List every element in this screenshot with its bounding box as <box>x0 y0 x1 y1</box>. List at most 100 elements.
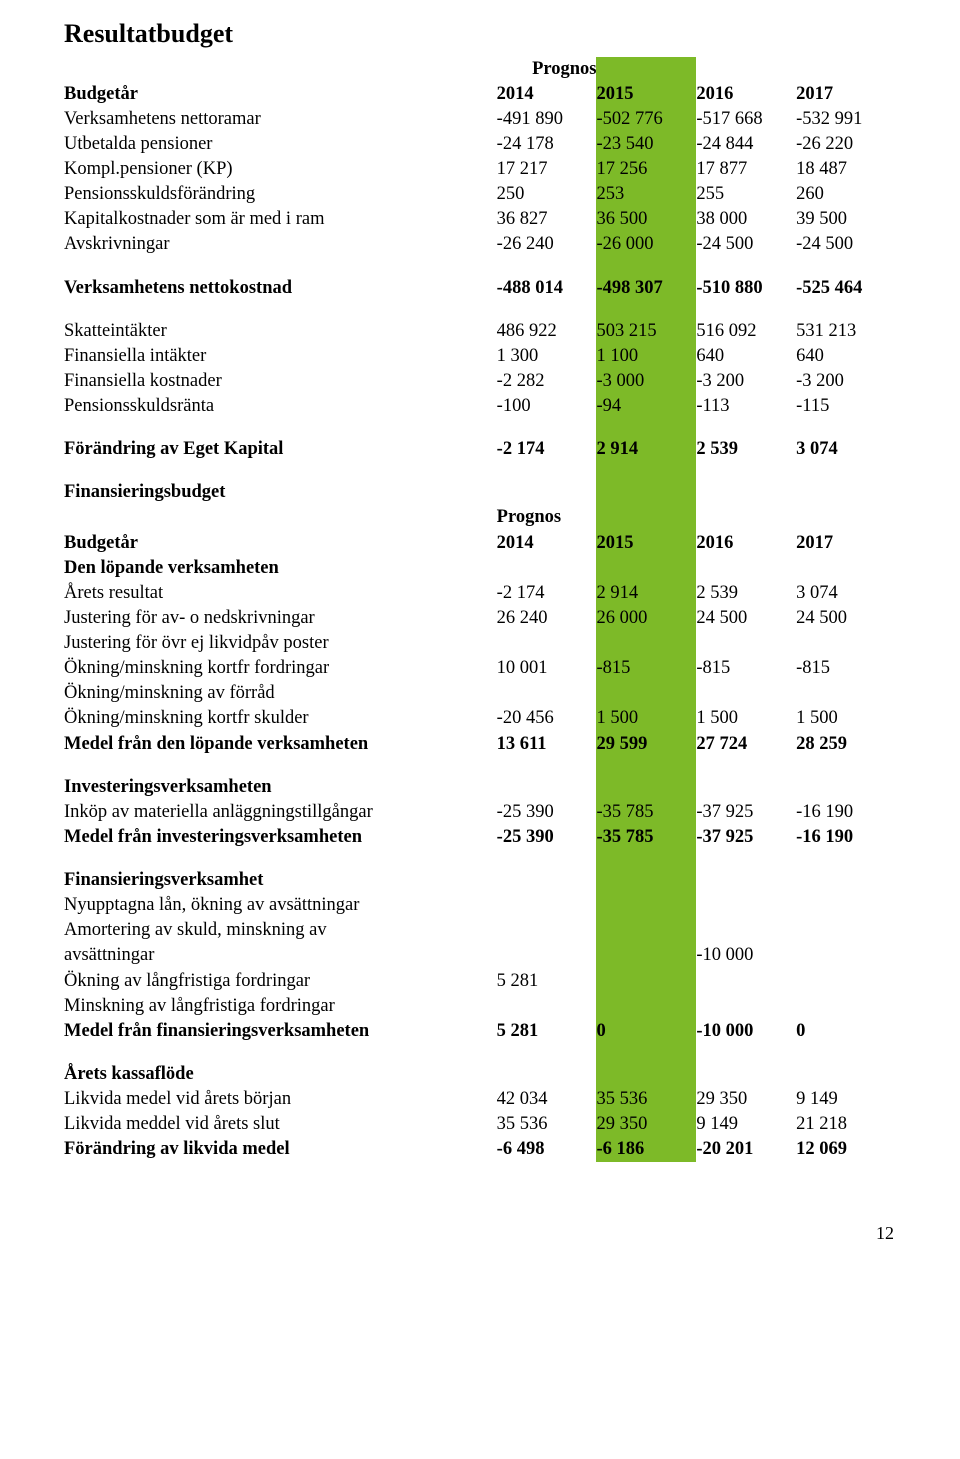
cell: 0 <box>596 1019 696 1044</box>
section-title: Finansieringsbudget <box>64 480 497 505</box>
sec2-title: Investeringsverksamheten <box>64 775 896 800</box>
cell <box>497 893 597 918</box>
row-label: Amortering av skuld, minskning av <box>64 918 497 943</box>
row-label: Minskning av långfristiga fordringar <box>64 994 497 1019</box>
cell: -502 776 <box>596 107 696 132</box>
cell: 36 827 <box>497 207 597 232</box>
cell: -10 000 <box>696 1019 796 1044</box>
table-row: Ökning/minskning kortfr fordringar 10 00… <box>64 656 896 681</box>
prognos-label: Prognos <box>497 505 597 530</box>
row-label: Avskrivningar <box>64 232 497 257</box>
cell: 2 539 <box>696 581 796 606</box>
cell: -20 456 <box>497 706 597 731</box>
row-label: Medel från investeringsverksamheten <box>64 825 497 850</box>
year-2016: 2016 <box>696 531 796 556</box>
cell: 10 001 <box>497 656 597 681</box>
cell: 640 <box>696 344 796 369</box>
cell: -815 <box>696 656 796 681</box>
row-label: Finansieringsverksamhet <box>64 868 497 893</box>
cell: -510 880 <box>696 276 796 301</box>
cell: -517 668 <box>696 107 796 132</box>
cell: -37 925 <box>696 825 796 850</box>
cell: 17 217 <box>497 157 597 182</box>
cell: 503 215 <box>596 319 696 344</box>
year-2015: 2015 <box>596 531 696 556</box>
cell: 253 <box>596 182 696 207</box>
year-2017: 2017 <box>796 82 896 107</box>
row-label: Kapitalkostnader som är med i ram <box>64 207 497 232</box>
forandring-row: Förändring av Eget Kapital -2 174 2 914 … <box>64 437 896 462</box>
cell: -3 200 <box>796 369 896 394</box>
cell: -2 174 <box>497 437 597 462</box>
cell: 640 <box>796 344 896 369</box>
row-label: Likvida medel vid årets början <box>64 1087 497 1112</box>
table-row: avsättningar -10 000 <box>64 943 896 968</box>
cell: 27 724 <box>696 732 796 757</box>
table-row: Avskrivningar -26 240 -26 000 -24 500 -2… <box>64 232 896 257</box>
cell: -2 282 <box>497 369 597 394</box>
row-label: Justering för övr ej likvidpåv poster <box>64 631 497 656</box>
cell: 35 536 <box>596 1087 696 1112</box>
cell: -25 390 <box>497 825 597 850</box>
cell: 2 914 <box>596 437 696 462</box>
years-row: Budgetår 2014 2015 2016 2017 <box>64 82 896 107</box>
cell: 2 914 <box>596 581 696 606</box>
table-row: Kompl.pensioner (KP) 17 217 17 256 17 87… <box>64 157 896 182</box>
table-row: Ökning/minskning kortfr skulder -20 456 … <box>64 706 896 731</box>
table-row: Justering för av- o nedskrivningar 26 24… <box>64 606 896 631</box>
cell: 5 281 <box>497 1019 597 1044</box>
row-label: Skatteintäkter <box>64 319 497 344</box>
table-row: Finansiella kostnader -2 282 -3 000 -3 2… <box>64 369 896 394</box>
cell: -10 000 <box>696 943 796 968</box>
cell: 38 000 <box>696 207 796 232</box>
cell: 250 <box>497 182 597 207</box>
year-2014: 2014 <box>497 82 597 107</box>
cell <box>696 969 796 994</box>
cell: 24 500 <box>696 606 796 631</box>
cell: 29 599 <box>596 732 696 757</box>
year-2014: 2014 <box>497 531 597 556</box>
cell: -26 000 <box>596 232 696 257</box>
year-2016: 2016 <box>696 82 796 107</box>
cell: 24 500 <box>796 606 896 631</box>
years-row-2: Budgetår 2014 2015 2016 2017 <box>64 531 896 556</box>
page-title: Resultatbudget <box>64 18 896 51</box>
cell <box>596 681 696 706</box>
cell: 260 <box>796 182 896 207</box>
row-label: Inköp av materiella anläggningstillgånga… <box>64 800 497 825</box>
row-label: Ökning/minskning kortfr skulder <box>64 706 497 731</box>
cell: 17 256 <box>596 157 696 182</box>
row-label: Verksamhetens nettokostnad <box>64 276 497 301</box>
row-label: Årets resultat <box>64 581 497 606</box>
row-label: Pensionsskuldsförändring <box>64 182 497 207</box>
cell: -20 201 <box>696 1137 796 1162</box>
cell: -3 000 <box>596 369 696 394</box>
cell <box>796 681 896 706</box>
sec3-title: Finansieringsverksamhet <box>64 868 896 893</box>
cell: 486 922 <box>497 319 597 344</box>
row-label: Medel från finansieringsverksamheten <box>64 1019 497 1044</box>
nettokostnad-row: Verksamhetens nettokostnad -488 014 -498… <box>64 276 896 301</box>
row-label: Medel från den löpande verksamheten <box>64 732 497 757</box>
row-label: Investeringsverksamheten <box>64 775 497 800</box>
table-row: Verksamhetens nettoramar -491 890 -502 7… <box>64 107 896 132</box>
row-label: Nyupptagna lån, ökning av avsättningar <box>64 893 497 918</box>
table-row: Finansiella intäkter 1 300 1 100 640 640 <box>64 344 896 369</box>
cell: 42 034 <box>497 1087 597 1112</box>
budgetar-label: Budgetår <box>64 531 497 556</box>
table-row: Pensionsskuldsränta -100 -94 -113 -115 <box>64 394 896 419</box>
resultat-table: Prognos Budgetår 2014 2015 2016 2017 Ver… <box>64 57 896 1163</box>
cell: 1 500 <box>596 706 696 731</box>
row-label: Förändring av likvida medel <box>64 1137 497 1162</box>
cell: 9 149 <box>796 1087 896 1112</box>
table-row: Nyupptagna lån, ökning av avsättningar <box>64 893 896 918</box>
table-row: Minskning av långfristiga fordringar <box>64 994 896 1019</box>
sec3-total: Medel från finansieringsverksamheten 5 2… <box>64 1019 896 1044</box>
sec4-total: Förändring av likvida medel -6 498 -6 18… <box>64 1137 896 1162</box>
cell: -24 500 <box>796 232 896 257</box>
cell: 26 000 <box>596 606 696 631</box>
row-label: Pensionsskuldsränta <box>64 394 497 419</box>
cell: -16 190 <box>796 800 896 825</box>
cell <box>596 631 696 656</box>
cell: 13 611 <box>497 732 597 757</box>
